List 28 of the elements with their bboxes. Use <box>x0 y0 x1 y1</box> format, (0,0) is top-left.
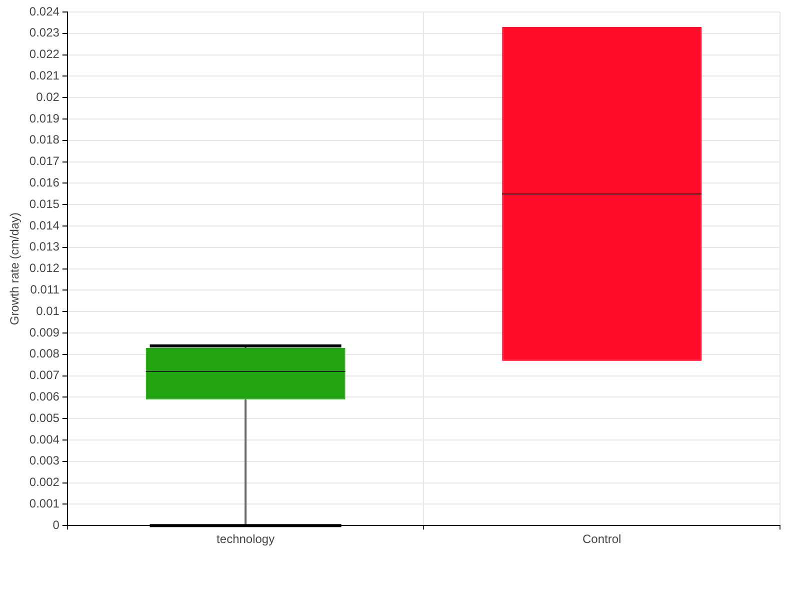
y-tick-label: 0.022 <box>29 47 60 62</box>
y-tick-label: 0.008 <box>29 346 60 361</box>
y-tick-label: 0.004 <box>29 432 60 446</box>
y-tick-label: 0.001 <box>29 496 60 511</box>
y-tick-label: 0.011 <box>30 282 60 297</box>
y-tick-label: 0.009 <box>29 325 60 340</box>
y-tick-label: 0.002 <box>29 475 60 490</box>
y-tick-label: 0.012 <box>29 261 60 276</box>
y-tick-label: 0.01 <box>36 304 60 318</box>
y-tick-label: 0.016 <box>29 176 60 190</box>
y-tick-label: 0.005 <box>29 410 60 425</box>
y-axis-title: Growth rate (cm/day) <box>8 212 22 326</box>
y-tick-label: 0 <box>52 518 60 532</box>
y-tick-label: 0.006 <box>29 390 60 404</box>
y-tick-label: 0.007 <box>29 368 60 382</box>
y-tick-label: 0.023 <box>29 26 60 40</box>
y-tick-label: 0.017 <box>29 154 60 168</box>
y-tick-label: 0.015 <box>29 196 60 211</box>
y-tick-label: 0.018 <box>29 132 60 147</box>
y-tick-label: 0.014 <box>29 218 60 232</box>
y-tick-label: 0.02 <box>36 90 60 104</box>
y-tick-label: 0.021 <box>29 68 60 83</box>
y-tick-label: 0.024 <box>29 4 60 18</box>
x-tick-label: technology <box>216 532 275 546</box>
y-tick-label: 0.019 <box>29 111 60 126</box>
y-tick-label: 0.013 <box>29 240 60 254</box>
y-tick-label: 0.003 <box>29 454 60 468</box>
x-tick-label: Control <box>582 532 622 546</box>
